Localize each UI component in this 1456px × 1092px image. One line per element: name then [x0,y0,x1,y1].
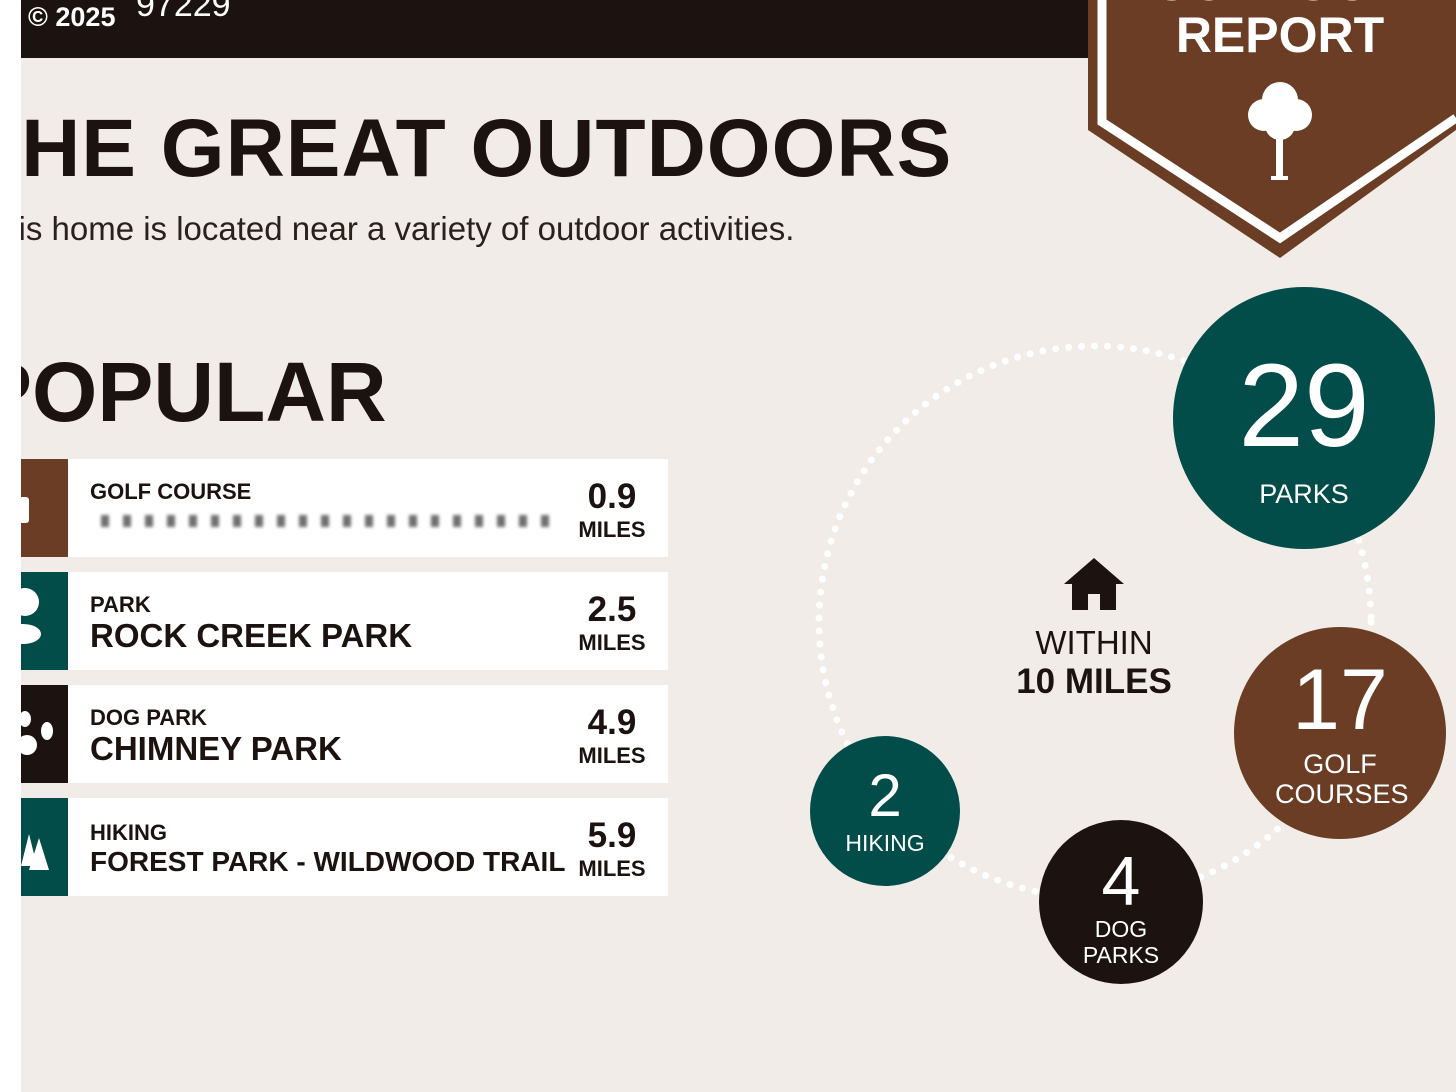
golf-bag-icon [21,459,68,557]
zip-code: 97229 [136,0,231,24]
count-value: 4 [1101,842,1141,920]
count-label: PARKS [1259,478,1349,509]
place-row-park: PARK ROCK CREEK PARK 2.5 MILES [21,572,668,670]
place-category: DOG PARK [90,705,207,730]
report-badge [1088,0,1456,258]
radius-line1: WITHIN [1035,624,1153,661]
top-bar [21,0,1088,58]
page-title: THE GREAT OUTDOORS [0,103,953,194]
section-title: POPULAR [0,345,387,439]
place-unit: MILES [578,630,646,655]
place-row-dog-park: DOG PARK CHIMNEY PARK 4.9 MILES [21,685,668,783]
paw-icon [21,685,68,783]
place-category: PARK [90,592,151,617]
subtitle: This home is located near a variety of o… [0,210,795,247]
left-margin [0,0,21,1092]
place-unit: MILES [578,743,646,768]
place-distance: 0.9 [587,477,637,516]
place-distance: 5.9 [587,816,637,855]
place-category: GOLF COURSE [90,479,252,504]
count-parks: 29 PARKS [1173,287,1435,549]
count-value: 2 [868,761,902,829]
copyright: © 2025 [28,2,116,32]
place-row-hiking: HIKING FOREST PARK - WILDWOOD TRAIL 5.9 … [21,798,668,896]
place-distance: 4.9 [587,703,637,742]
place-name: CHIMNEY PARK [90,730,342,767]
radius-line2: 10 MILES [1016,662,1172,701]
pine-trees-icon [21,798,68,896]
place-name: FOREST PARK - WILDWOOD TRAIL [90,846,566,877]
place-row-golf: GOLF COURSE 0.9 MILES [21,459,668,557]
count-dog-parks: 4 DOG PARKS [1039,820,1203,984]
place-name: ROCK CREEK PARK [90,617,413,654]
place-unit: MILES [578,517,646,542]
tree-icon [1248,82,1312,180]
tree-icon [21,572,68,670]
count-golf-courses: 17 GOLF COURSES [1234,627,1446,839]
place-unit: MILES [578,856,646,881]
place-distance: 2.5 [587,590,637,629]
count-hiking: 2 HIKING [810,736,960,886]
count-value: 29 [1238,339,1370,472]
badge-line2: REPORT [1175,7,1385,63]
redacted-name [101,515,561,527]
badge-line1: OUTDOOR [1088,0,1456,8]
count-label: HIKING [845,829,925,856]
house-icon [1064,558,1124,610]
count-label: GOLF COURSES [1275,749,1409,809]
count-value: 17 [1292,652,1388,748]
count-label: DOG PARKS [1082,916,1160,968]
place-category: HIKING [90,820,167,845]
